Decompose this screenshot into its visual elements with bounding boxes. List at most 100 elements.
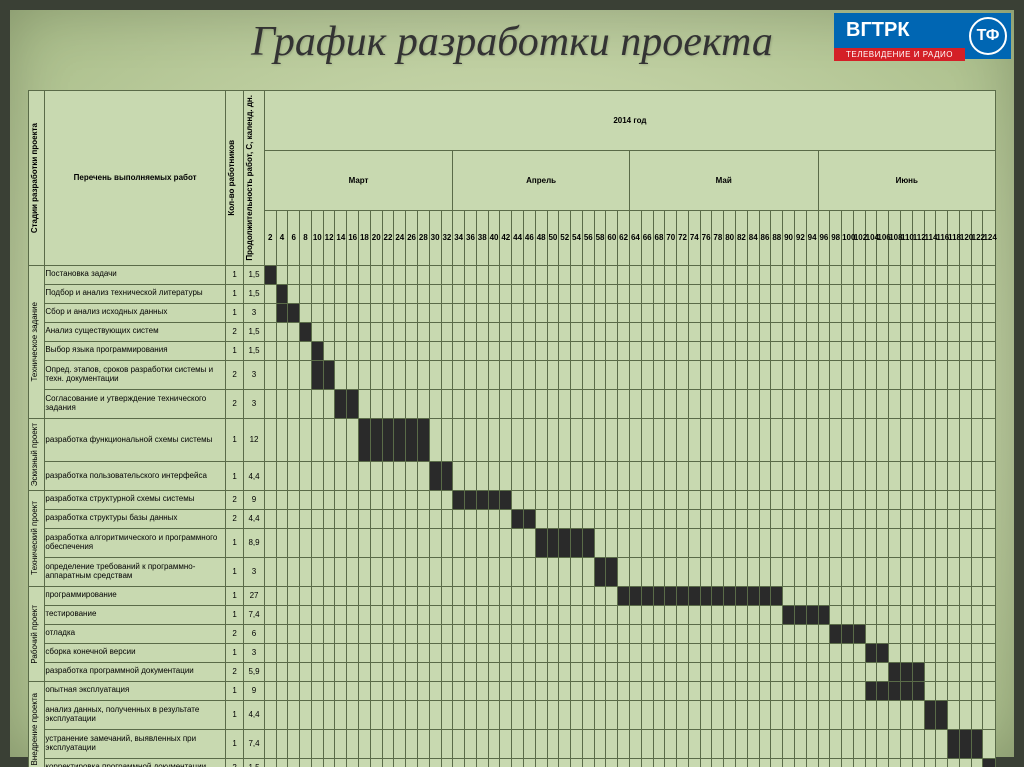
- gantt-cell: [606, 643, 618, 662]
- gantt-cell: [653, 605, 665, 624]
- gantt-cell: [653, 360, 665, 389]
- gantt-cell: [948, 341, 960, 360]
- gantt-cell: [912, 360, 924, 389]
- gantt-cell: [476, 681, 488, 700]
- gantt-cell: [417, 681, 429, 700]
- gantt-cell: [571, 557, 583, 586]
- task-duration: 5,9: [244, 662, 265, 681]
- gantt-cell: [406, 681, 418, 700]
- gantt-cell: [500, 284, 512, 303]
- stage-label: Внедрение проекта: [29, 681, 45, 767]
- task-duration: 6: [244, 624, 265, 643]
- task-workers: 2: [225, 389, 243, 418]
- gantt-cell: [806, 360, 818, 389]
- gantt-cell: [759, 462, 771, 491]
- gantt-cell: [842, 303, 854, 322]
- gantt-cell: [559, 605, 571, 624]
- gantt-cell: [453, 662, 465, 681]
- gantt-cell: [900, 586, 912, 605]
- gantt-cell: [523, 341, 535, 360]
- gantt-cell: [853, 528, 865, 557]
- gantt-cell: [889, 341, 901, 360]
- gantt-cell: [323, 681, 335, 700]
- day-header: 94: [806, 211, 818, 265]
- gantt-bar: [429, 462, 441, 491]
- gantt-cell: [889, 322, 901, 341]
- gantt-cell: [370, 322, 382, 341]
- task-row: отладка26: [29, 624, 996, 643]
- gantt-cell: [323, 624, 335, 643]
- gantt-cell: [924, 360, 936, 389]
- gantt-bar: [288, 303, 300, 322]
- gantt-cell: [688, 528, 700, 557]
- gantt-cell: [865, 322, 877, 341]
- gantt-cell: [441, 341, 453, 360]
- gantt-bar: [618, 586, 630, 605]
- gantt-cell: [630, 418, 642, 462]
- gantt-cell: [830, 662, 842, 681]
- gantt-cell: [288, 528, 300, 557]
- gantt-cell: [865, 729, 877, 758]
- gantt-cell: [323, 605, 335, 624]
- gantt-cell: [688, 662, 700, 681]
- gantt-cell: [912, 303, 924, 322]
- day-header: 50: [547, 211, 559, 265]
- gantt-cell: [559, 265, 571, 284]
- gantt-cell: [370, 360, 382, 389]
- gantt-cell: [842, 265, 854, 284]
- gantt-cell: [747, 624, 759, 643]
- gantt-cell: [700, 490, 712, 509]
- gantt-cell: [747, 643, 759, 662]
- gantt-cell: [441, 758, 453, 767]
- gantt-bar: [547, 528, 559, 557]
- gantt-cell: [594, 662, 606, 681]
- gantt-cell: [488, 624, 500, 643]
- gantt-cell: [736, 557, 748, 586]
- gantt-cell: [288, 265, 300, 284]
- gantt-cell: [959, 681, 971, 700]
- gantt-cell: [712, 265, 724, 284]
- gantt-cell: [559, 418, 571, 462]
- gantt-cell: [394, 624, 406, 643]
- gantt-cell: [724, 528, 736, 557]
- gantt-cell: [276, 490, 288, 509]
- gantt-cell: [382, 586, 394, 605]
- gantt-cell: [417, 389, 429, 418]
- gantt-cell: [347, 700, 359, 729]
- gantt-cell: [311, 557, 323, 586]
- gantt-cell: [370, 700, 382, 729]
- gantt-cell: [712, 681, 724, 700]
- gantt-cell: [288, 700, 300, 729]
- task-duration: 4,4: [244, 462, 265, 491]
- gantt-cell: [983, 418, 996, 462]
- gantt-cell: [653, 341, 665, 360]
- day-header: 72: [677, 211, 689, 265]
- gantt-cell: [500, 643, 512, 662]
- gantt-cell: [677, 624, 689, 643]
- gantt-cell: [288, 605, 300, 624]
- gantt-cell: [547, 557, 559, 586]
- gantt-cell: [606, 341, 618, 360]
- gantt-cell: [900, 643, 912, 662]
- gantt-cell: [311, 418, 323, 462]
- gantt-cell: [665, 341, 677, 360]
- gantt-cell: [759, 418, 771, 462]
- gantt-cell: [853, 643, 865, 662]
- gantt-cell: [571, 341, 583, 360]
- gantt-cell: [547, 303, 559, 322]
- task-name: корректировка программной документации: [45, 758, 225, 767]
- gantt-cell: [688, 557, 700, 586]
- gantt-cell: [582, 557, 594, 586]
- gantt-cell: [535, 662, 547, 681]
- gantt-cell: [382, 662, 394, 681]
- stage-label: Техническое задание: [29, 265, 45, 418]
- gantt-cell: [959, 605, 971, 624]
- gantt-cell: [759, 341, 771, 360]
- gantt-cell: [276, 418, 288, 462]
- day-header: 102: [853, 211, 865, 265]
- gantt-cell: [771, 681, 783, 700]
- task-name: Подбор и анализ технической литературы: [45, 284, 225, 303]
- gantt-cell: [417, 700, 429, 729]
- gantt-cell: [488, 389, 500, 418]
- gantt-cell: [394, 528, 406, 557]
